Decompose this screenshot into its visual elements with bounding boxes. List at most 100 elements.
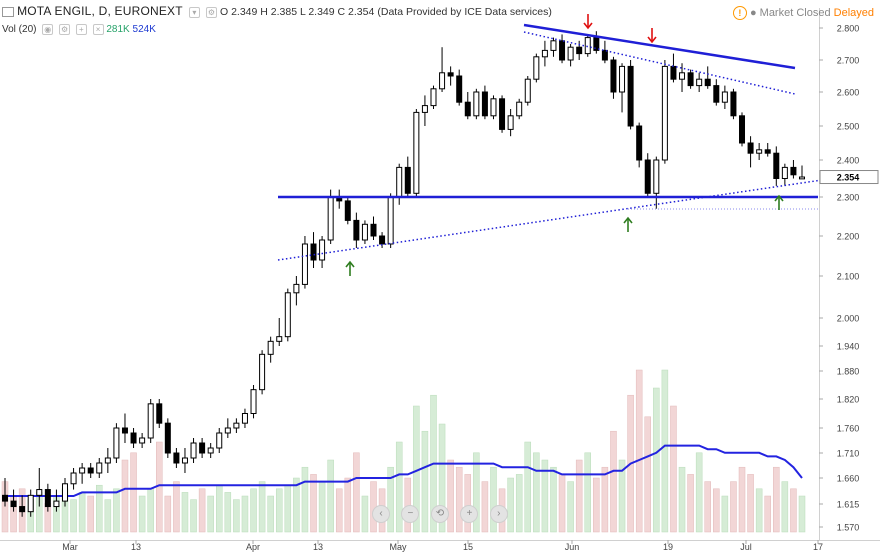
volume-bar [96,484,103,533]
candle [653,156,660,209]
volume-bar [421,430,429,533]
market-closed-dot: ● [749,6,757,19]
volume-bar [515,474,523,533]
candle [61,478,68,507]
candle-body [2,494,8,502]
candle-body [687,72,694,87]
candle [490,95,497,120]
candle [361,220,368,244]
candle-body [610,59,617,93]
candle [319,236,326,268]
scroll-left-icon[interactable]: ‹ [372,505,390,523]
candle-body [799,176,805,180]
candle [601,40,608,64]
candle [447,66,454,86]
candle-body [739,115,746,144]
volume-bar [678,466,686,533]
zoom-out-icon[interactable]: − [401,505,420,523]
candle [773,146,780,186]
candle-body [353,219,360,241]
candle [644,153,651,197]
last-price-label: 2.354 [837,173,860,183]
reset-icon[interactable]: ⟲ [430,505,449,523]
volume-moving-average [5,444,803,497]
scroll-right-icon[interactable]: › [489,505,508,523]
candle-body [301,243,308,285]
arrow-head [647,36,657,44]
candle-body [456,75,463,103]
candle-body [730,91,737,117]
candle [456,69,463,106]
candle [27,489,34,517]
candle-body [44,489,51,508]
candle [524,76,531,106]
candle [481,85,488,120]
candle [473,88,480,120]
candle-body [790,166,797,176]
price-tick-label: 1.880 [837,367,860,377]
candle-body [576,46,583,55]
candle [181,448,188,473]
candle-body [361,223,368,241]
candle [661,60,668,164]
zoom-in-icon[interactable]: + [460,505,479,523]
candle [87,463,94,478]
candle-body [156,403,163,424]
candle-body [104,457,111,464]
symbol-icon[interactable] [2,7,14,18]
settings-icon[interactable]: ⚙ [59,24,71,35]
candle [413,109,420,197]
candle-body [250,389,257,414]
symbol-title: MOTA ENGIL, D, EURONEXT [17,4,183,18]
candle-body [36,489,43,496]
volume-bar [473,452,480,533]
candle [224,418,231,438]
volume-bar [481,481,489,533]
arrow-head [774,194,784,202]
volume-bar [704,481,711,533]
time-axis: Mar 13 Apr 13 May 15 Jun 19 Jul 17 [62,540,823,552]
candle-body [413,111,420,194]
candle [387,193,394,248]
volume-bar [524,441,532,533]
chevron-down-icon[interactable]: ▾ [188,6,200,18]
candle-body [404,166,411,194]
close-icon[interactable]: × [92,24,104,35]
candle-body [327,196,334,241]
candle-body [636,125,643,161]
candle-body [293,283,300,294]
candle [636,122,643,168]
candle [379,232,386,248]
volume-bar [533,452,540,533]
volume-bar [764,495,771,533]
volume-bar [215,484,223,533]
candle [164,418,171,458]
candle [404,156,411,197]
volume-bar [507,477,514,533]
candle-body [284,292,291,338]
candle [113,423,120,463]
data-provider: (Data Provided by ICE Data services) [377,6,552,18]
candle-body [447,72,454,77]
candle-body [267,340,274,355]
add-icon[interactable]: + [75,24,87,35]
candle [199,438,206,458]
candle [421,95,428,126]
time-tick-label: Jul [740,542,752,552]
candle-body [233,422,240,429]
candle [173,448,180,468]
candle-body [439,72,446,90]
volume-bar [250,488,257,533]
volume-bar [567,481,574,533]
eye-icon[interactable]: ◉ [42,24,54,35]
candle-body [87,467,94,474]
time-tick-label: 13 [313,542,323,552]
volume-bar [181,492,189,533]
settings-icon[interactable]: ⚙ [205,6,217,18]
candle-body [473,91,480,117]
candle-body [464,101,471,117]
candle [756,143,763,160]
candle-body [773,152,780,179]
candle [207,443,214,458]
